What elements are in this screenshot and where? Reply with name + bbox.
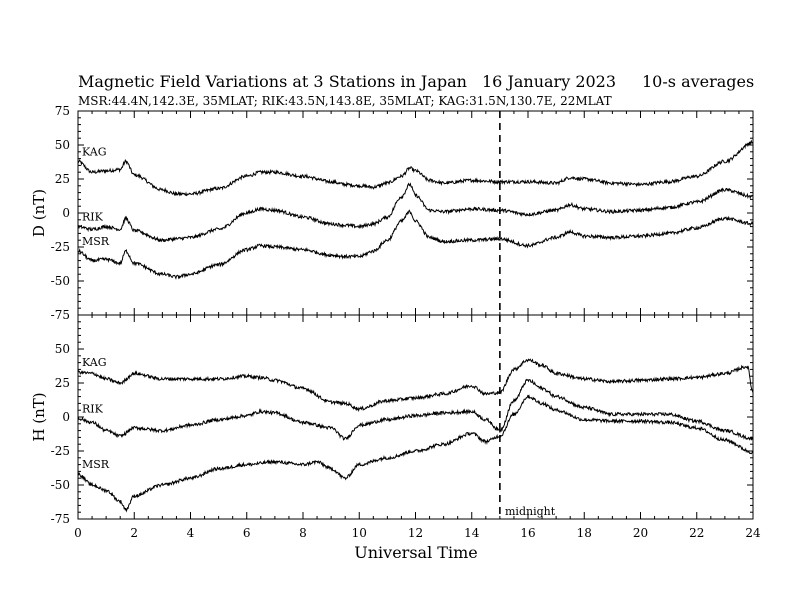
series-label-h-msr: MSR: [82, 458, 110, 471]
y-tick-label-h: -75: [51, 512, 70, 526]
series-label-d-kag: KAG: [82, 145, 107, 158]
x-tick-label: 20: [633, 526, 648, 540]
series-line-d-rik: [77, 182, 754, 243]
chart-date: 16 January 2023: [482, 72, 617, 91]
ylabel-d: D (nT): [30, 189, 48, 237]
series-line-h-rik: [77, 378, 754, 441]
y-tick-label-h: 50: [55, 342, 70, 356]
y-tick-label-d: -50: [51, 274, 70, 288]
chart-stations-subtitle: MSR:44.4N,142.3E, 35MLAT; RIK:43.5N,143.…: [78, 94, 612, 108]
y-tick-label-d: -25: [51, 240, 70, 254]
ylabel-h: H (nT): [30, 392, 48, 441]
y-tick-label-d: 50: [55, 138, 70, 152]
plot-frame-h: [77, 314, 754, 520]
x-tick-label: 4: [187, 526, 195, 540]
series-label-d-msr: MSR: [82, 235, 110, 248]
x-tick-label: 22: [689, 526, 704, 540]
panel-d: 75 50 25 0 -25 -50 -75 KAG RIK MSR: [51, 104, 754, 322]
y-tick-label-d: -75: [51, 308, 70, 322]
x-tick-label: 12: [408, 526, 423, 540]
x-tick-label: 6: [243, 526, 251, 540]
y-tick-label-d: 25: [55, 172, 70, 186]
y-tick-label-d: 75: [55, 104, 70, 118]
plot-frame-d: [77, 110, 754, 316]
x-tick-label: 0: [74, 526, 82, 540]
y-tick-label-h: -50: [51, 478, 70, 492]
series-label-h-rik: RIK: [82, 402, 104, 415]
series-line-d-kag: [77, 139, 754, 197]
series-line-h-msr: [77, 394, 754, 513]
x-tick-label: 10: [352, 526, 367, 540]
y-tick-label-d: 0: [62, 206, 70, 220]
series-line-d-msr: [77, 209, 754, 280]
y-tick-label-h: 25: [55, 376, 70, 390]
series-label-d-rik: RIK: [82, 211, 104, 224]
x-tick-label: 2: [130, 526, 138, 540]
x-tick-label: 16: [520, 526, 535, 540]
chart-title: Magnetic Field Variations at 3 Stations …: [78, 72, 467, 91]
x-tick-label: 24: [745, 526, 761, 540]
series-label-h-kag: KAG: [82, 356, 107, 369]
x-axis-label: Universal Time: [354, 543, 477, 562]
x-tick-label: 14: [464, 526, 480, 540]
chart-averaging: 10-s averages: [642, 72, 755, 91]
y-tick-label-h: 0: [62, 410, 70, 424]
midnight-label: midnight: [505, 505, 556, 518]
x-tick-label: 18: [577, 526, 592, 540]
y-tick-label-h: -25: [51, 444, 70, 458]
x-tick-label: 8: [299, 526, 307, 540]
series-line-h-kag: [77, 358, 754, 413]
